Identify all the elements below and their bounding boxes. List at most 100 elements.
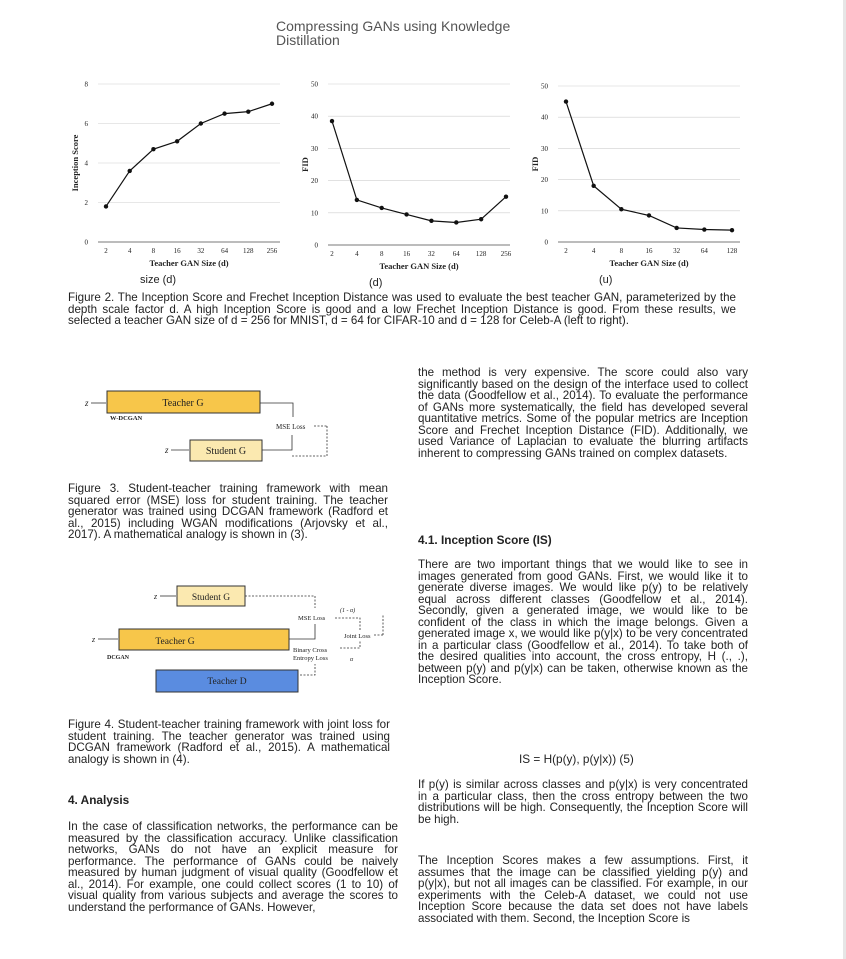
x-tick-label: 2: [104, 247, 108, 255]
mse-loss-label-fig4: MSE Loss: [298, 615, 326, 622]
y-tick-label: 0: [85, 239, 89, 247]
data-point: [329, 118, 335, 124]
chart-sublabel-right: (u): [599, 274, 613, 286]
alpha-label: α: [350, 657, 354, 663]
x-tick-label: 8: [620, 247, 624, 255]
analysis-paragraph: In the case of classification networks, …: [68, 820, 398, 914]
y-tick-label: 30: [311, 145, 319, 153]
y-tick-label: 8: [85, 81, 89, 89]
x-tick-label: 128: [243, 247, 254, 255]
student-g-box: [189, 439, 263, 462]
section-heading-analysis: 4. Analysis: [68, 793, 130, 807]
x-tick-label: 2: [564, 247, 568, 255]
student-g-label: Student G: [206, 446, 246, 457]
data-point: [702, 227, 707, 232]
data-point: [151, 146, 156, 152]
x-axis-label: Teacher GAN Size (d): [149, 258, 228, 268]
x-tick-label: 16: [174, 247, 182, 255]
figure4-diagram: z Student G MSE Loss (1 - α) Joint Loss …: [91, 585, 384, 693]
student-g-label-fig4: Student G: [192, 593, 230, 603]
figure3-z-input: z: [84, 398, 89, 408]
series-line: [105, 103, 273, 207]
teacher-g-box-fig4: [118, 628, 290, 651]
x-tick-label: 256: [267, 247, 278, 255]
y-axis-label: Inception Score: [70, 134, 80, 191]
data-point: [354, 197, 360, 203]
x-axis-label: Teacher GAN Size (d): [609, 258, 688, 268]
data-point: [103, 204, 109, 209]
inception-score-chart: 0 2 4 6 8 2 4 8 16 32 64 128 256 Teacher GAN Size (d)…: [70, 81, 280, 268]
teacher-g-sublabel: W-DCGAN: [110, 415, 143, 422]
teacher-d-label: Teacher D: [207, 677, 246, 687]
x-tick-label: 16: [403, 250, 411, 258]
data-point: [127, 168, 132, 174]
y-axis-label: FID: [300, 157, 310, 172]
one-minus-alpha-label: (1 - α): [340, 607, 355, 614]
y-axis-label: FID: [530, 157, 540, 172]
y-tick-label: 20: [541, 176, 549, 184]
data-point: [246, 109, 251, 114]
x-tick-label: 32: [428, 250, 436, 258]
figure3-z-input-2: z: [164, 445, 169, 455]
x-tick-label: 16: [646, 247, 654, 255]
figure3-diagram: z Teacher G W-DCGAN MSE Loss z Student G: [84, 390, 328, 462]
y-tick-label: 4: [85, 160, 89, 168]
y-tick-label: 30: [541, 145, 549, 153]
y-tick-label: 10: [311, 209, 319, 217]
chart-sublabel-middle: (d): [369, 277, 383, 289]
data-point: [619, 207, 624, 212]
mse-loss-label: MSE Loss: [276, 423, 306, 431]
data-point: [269, 101, 275, 106]
teacher-g-label: Teacher G: [162, 398, 203, 409]
y-tick-label: 2: [85, 199, 89, 207]
y-tick-label: 50: [541, 83, 549, 91]
y-tick-label: 40: [541, 114, 549, 122]
data-point: [174, 139, 180, 144]
fid-chart-celeba: 0 10 20 30 40 50 2 4 8 16 32 64 128 Teacher GAN Size …: [530, 83, 740, 268]
data-point: [729, 227, 735, 233]
y-tick-label: 20: [311, 177, 319, 185]
x-tick-label: 8: [152, 247, 156, 255]
teacher-d-box: [155, 669, 299, 693]
data-point: [478, 217, 484, 222]
data-point: [379, 205, 384, 211]
x-tick-label: 32: [197, 247, 205, 255]
bce-label-line1: Binary Cross: [293, 647, 328, 654]
x-tick-label: 128: [476, 250, 487, 258]
x-tick-label: 2: [330, 250, 334, 258]
data-point: [674, 225, 679, 231]
x-tick-label: 256: [501, 250, 512, 258]
y-tick-label: 6: [85, 120, 89, 128]
data-point: [503, 194, 509, 199]
right-paragraph-1: the method is very expensive. The score …: [418, 366, 748, 460]
y-tick-label: 50: [311, 81, 319, 89]
y-tick-label: 10: [541, 207, 549, 215]
fid-chart-cifar: 0 10 20 30 40 50 2 4 8 16 32 64 128 256 Teacher GAN Si…: [300, 81, 512, 272]
data-point: [198, 121, 204, 126]
teacher-g-label-fig4: Teacher G: [155, 637, 194, 647]
page-edge: [843, 0, 846, 959]
y-tick-label: 0: [315, 242, 319, 250]
right-paragraph-3: If p(y) is similar across classes and p(…: [418, 778, 748, 826]
running-title: Compressing GANs using Knowledge Distill…: [276, 18, 511, 48]
x-tick-label: 64: [701, 247, 709, 255]
x-tick-label: 4: [592, 247, 596, 255]
subsection-heading-inception-score: 4.1. Inception Score (IS): [418, 533, 552, 547]
figure2-caption: Figure 2. The Inception Score and Freche…: [68, 291, 736, 327]
data-point: [404, 212, 409, 217]
teacher-g-sublabel-fig4: DCGAN: [107, 655, 130, 661]
x-tick-label: 4: [128, 247, 132, 255]
x-tick-label: 64: [453, 250, 461, 258]
right-paragraph-2: There are two important things that we w…: [418, 558, 748, 686]
joint-loss-label: Joint Loss: [344, 633, 371, 640]
x-tick-label: 32: [673, 247, 681, 255]
y-tick-label: 40: [311, 113, 319, 121]
chart-sublabel-left: size (d): [140, 274, 177, 286]
x-tick-label: 8: [380, 250, 384, 258]
teacher-g-box: [106, 390, 261, 414]
data-point: [563, 99, 569, 104]
inception-score-equation: IS = H(p(y), p(y|x)) (5): [519, 752, 634, 766]
data-point: [646, 213, 652, 218]
x-tick-label: 128: [727, 247, 738, 255]
figure4-z-input-2: z: [91, 635, 96, 644]
